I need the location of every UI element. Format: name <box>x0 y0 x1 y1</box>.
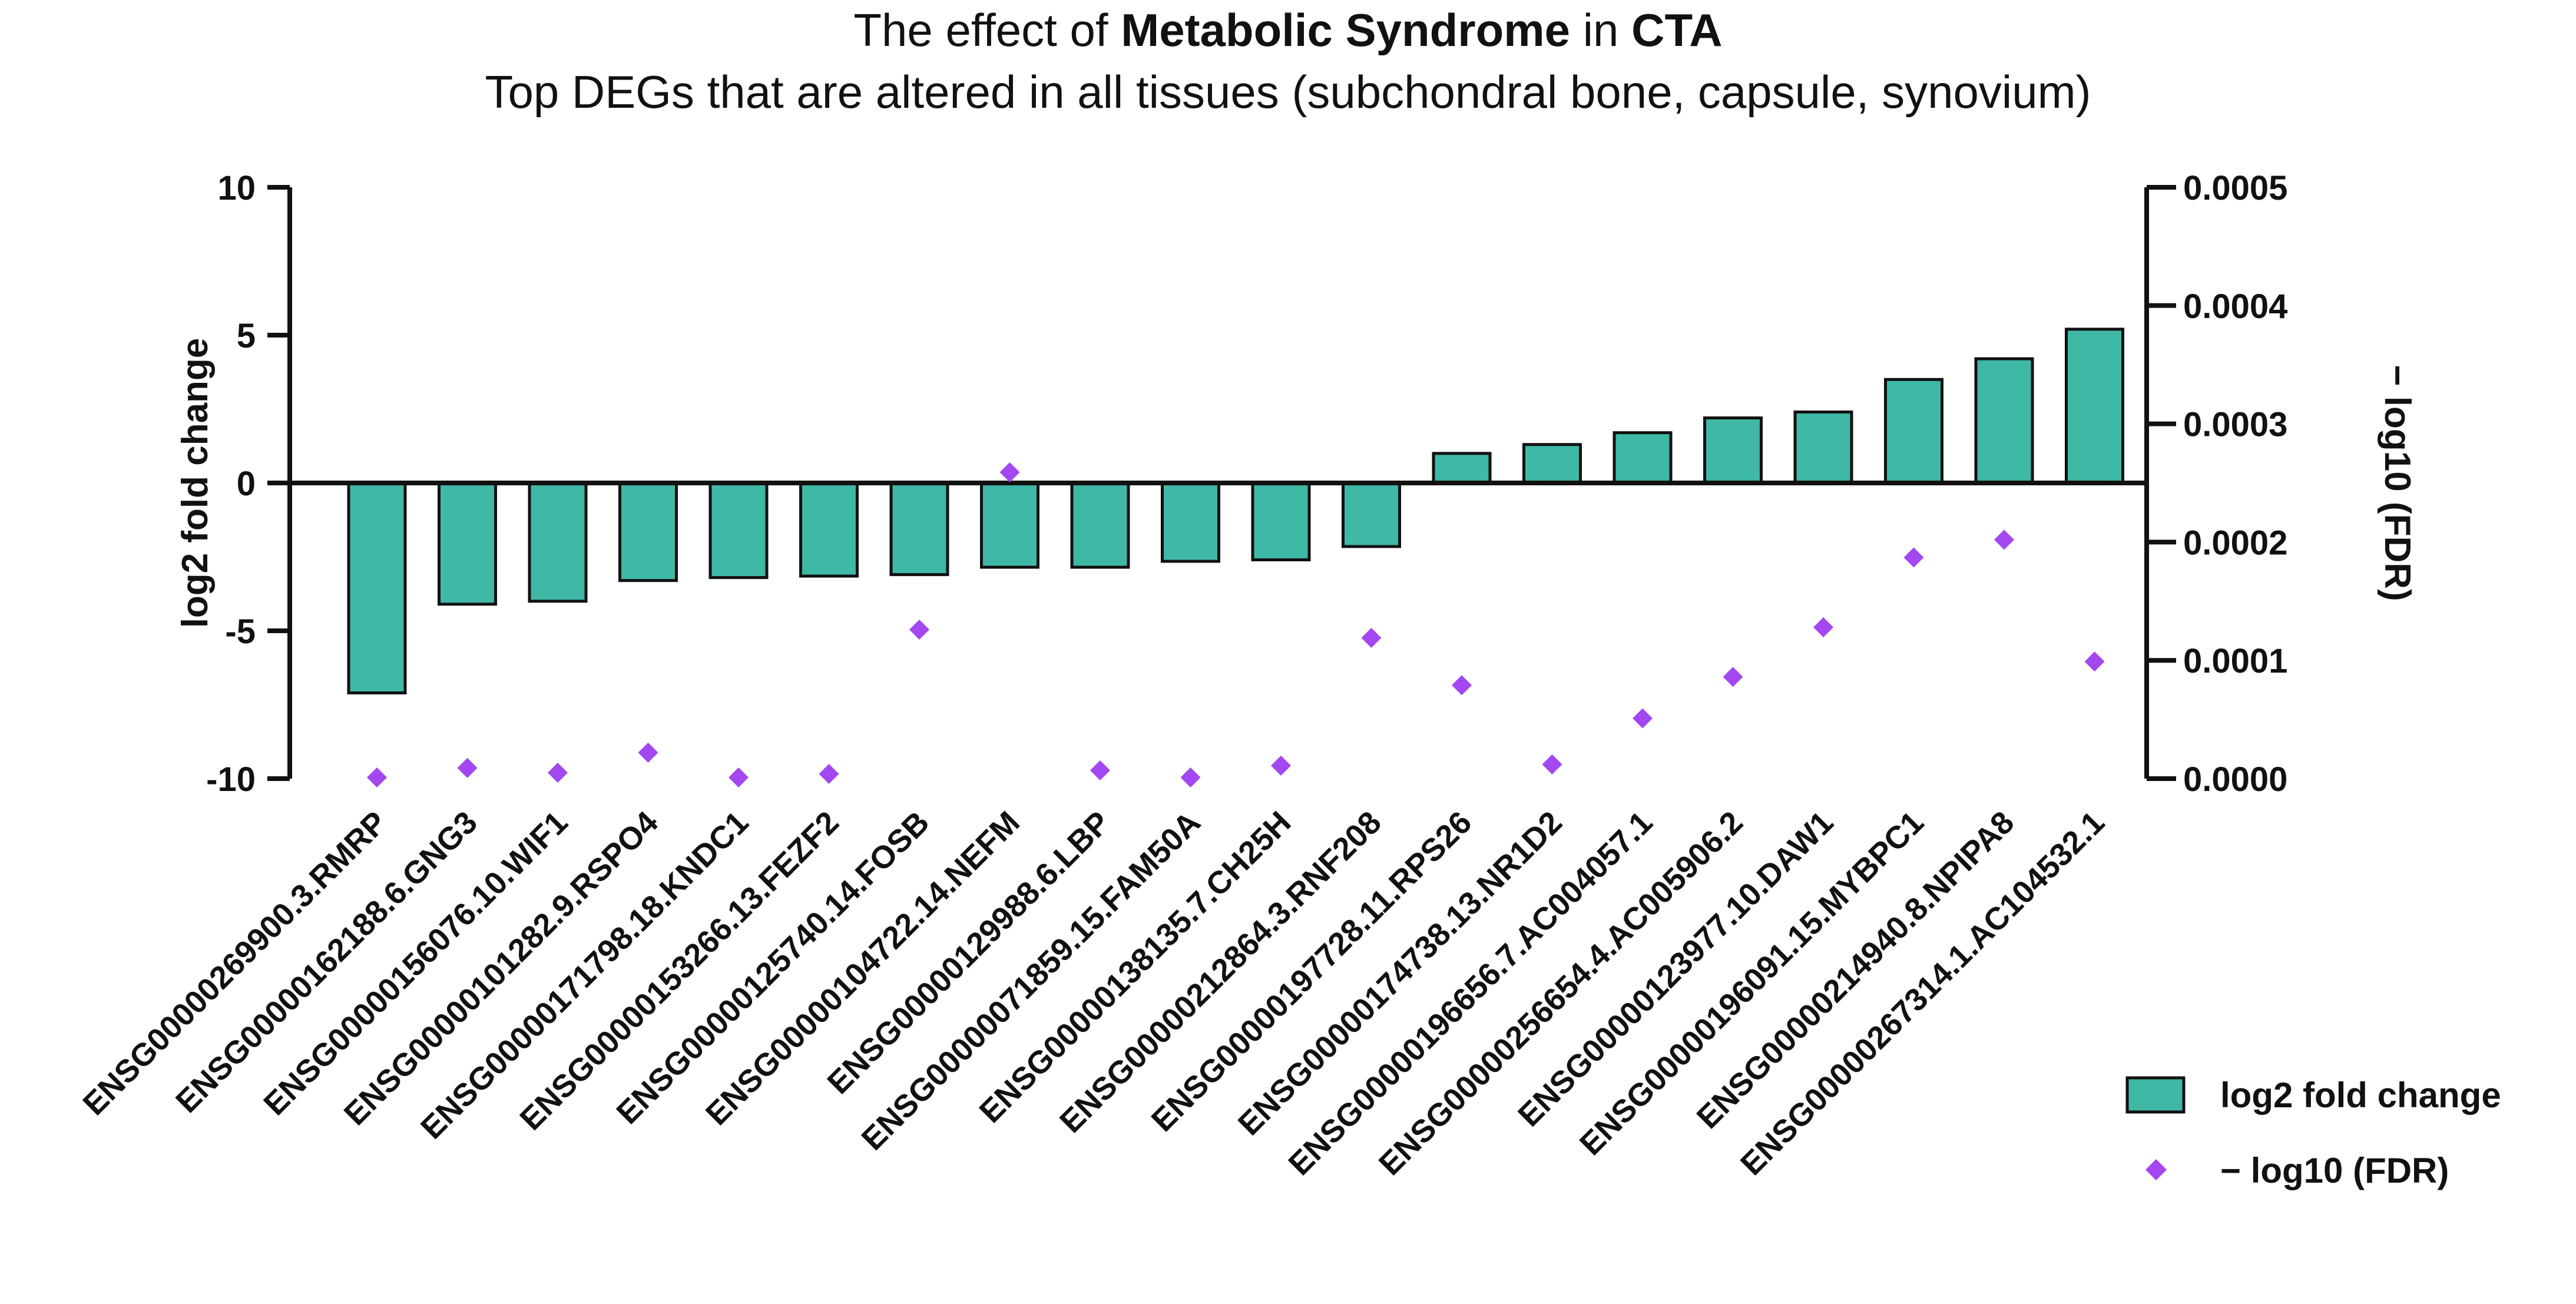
legend-bar-swatch <box>2125 1076 2186 1114</box>
chart-title-segment-2: in <box>1570 4 1631 56</box>
bar-7 <box>980 481 1039 569</box>
bar-19 <box>2065 327 2124 485</box>
left-y-tick-label-3: -5 <box>225 613 256 651</box>
left-y-tick-label-2: 0 <box>237 465 256 503</box>
right-y-tick-label-5: 0.0000 <box>2183 760 2287 799</box>
legend-label-bar: log2 fold change <box>2220 1075 2501 1115</box>
right-y-tick-label-0: 0.0005 <box>2183 169 2287 207</box>
bar-16 <box>1793 411 1853 485</box>
fdr-point-13 <box>1542 754 1562 775</box>
fdr-point-18 <box>1994 529 2014 550</box>
bar-12 <box>1432 452 1492 485</box>
fdr-point-6 <box>909 619 929 640</box>
legend-label-scatter: − log10 (FDR) <box>2220 1151 2449 1190</box>
fdr-point-2 <box>548 762 568 783</box>
bar-8 <box>1070 481 1130 569</box>
left-y-tick-label-4: -10 <box>206 760 256 799</box>
fdr-point-14 <box>1633 708 1653 729</box>
left-y-tick-label-1: 5 <box>237 317 256 355</box>
chart-title-segment-0: The effect of <box>853 4 1121 56</box>
fdr-point-3 <box>638 742 658 763</box>
bar-2 <box>528 481 588 603</box>
fdr-point-5 <box>819 763 839 784</box>
legend-diamond-swatch <box>2145 1159 2167 1180</box>
bar-17 <box>1884 378 1943 485</box>
category-label-4: ENSG00000171798.18.KNDC1 <box>414 805 755 1146</box>
right-y-tick-label-2: 0.0003 <box>2183 406 2287 444</box>
bar-15 <box>1703 416 1763 485</box>
fdr-point-15 <box>1723 667 1743 687</box>
fdr-point-12 <box>1452 675 1472 696</box>
fdr-point-0 <box>367 767 387 787</box>
chart-title-segment-3: CTA <box>1631 4 1723 56</box>
bar-4 <box>708 481 769 580</box>
right-y-tick-label-3: 0.0002 <box>2183 524 2287 562</box>
category-label-11: ENSG00000212864.3.RNF208 <box>1053 805 1388 1140</box>
chart-title-segment-1: Metabolic Syndrome <box>1121 4 1570 56</box>
bar-14 <box>1613 431 1673 485</box>
category-label-12: ENSG00000197728.11.RPS26 <box>1145 805 1479 1138</box>
bar-6 <box>889 481 949 577</box>
bar-10 <box>1251 481 1311 562</box>
fdr-point-7 <box>999 462 1020 482</box>
right-y-tick-label-1: 0.0004 <box>2183 287 2287 326</box>
fdr-point-9 <box>1180 767 1201 787</box>
fdr-point-1 <box>457 757 478 778</box>
category-label-5: ENSG00000153266.13.FEZF2 <box>513 805 846 1137</box>
bar-3 <box>618 481 678 583</box>
right-y-axis-label: − log10 (FDR) <box>2377 365 2418 601</box>
fdr-point-19 <box>2084 651 2105 672</box>
bar-18 <box>1974 357 2034 485</box>
fdr-point-10 <box>1271 755 1291 776</box>
fdr-point-17 <box>1903 547 1924 568</box>
bar-1 <box>438 481 497 606</box>
bar-0 <box>347 481 407 694</box>
fdr-point-8 <box>1090 760 1110 780</box>
chart-title-line1: The effect of Metabolic Syndrome in CTA <box>853 4 1722 56</box>
left-y-tick-label-0: 10 <box>217 169 256 207</box>
bar-11 <box>1342 481 1401 548</box>
chart-title-line2: Top DEGs that are altered in all tissues… <box>485 66 2091 118</box>
fdr-point-4 <box>729 767 749 787</box>
category-label-13: ENSG00000174738.13.NR1D2 <box>1231 805 1569 1142</box>
bar-13 <box>1522 443 1582 485</box>
right-y-tick-label-4: 0.0001 <box>2183 642 2287 680</box>
bar-5 <box>799 481 859 578</box>
left-y-axis-label: log2 fold change <box>175 338 216 628</box>
fdr-point-11 <box>1361 628 1382 648</box>
bar-9 <box>1161 481 1220 563</box>
fdr-point-16 <box>1813 617 1833 637</box>
